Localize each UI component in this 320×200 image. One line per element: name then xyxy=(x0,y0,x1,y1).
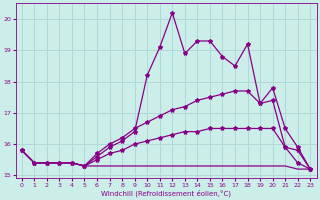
X-axis label: Windchill (Refroidissement éolien,°C): Windchill (Refroidissement éolien,°C) xyxy=(101,189,231,197)
